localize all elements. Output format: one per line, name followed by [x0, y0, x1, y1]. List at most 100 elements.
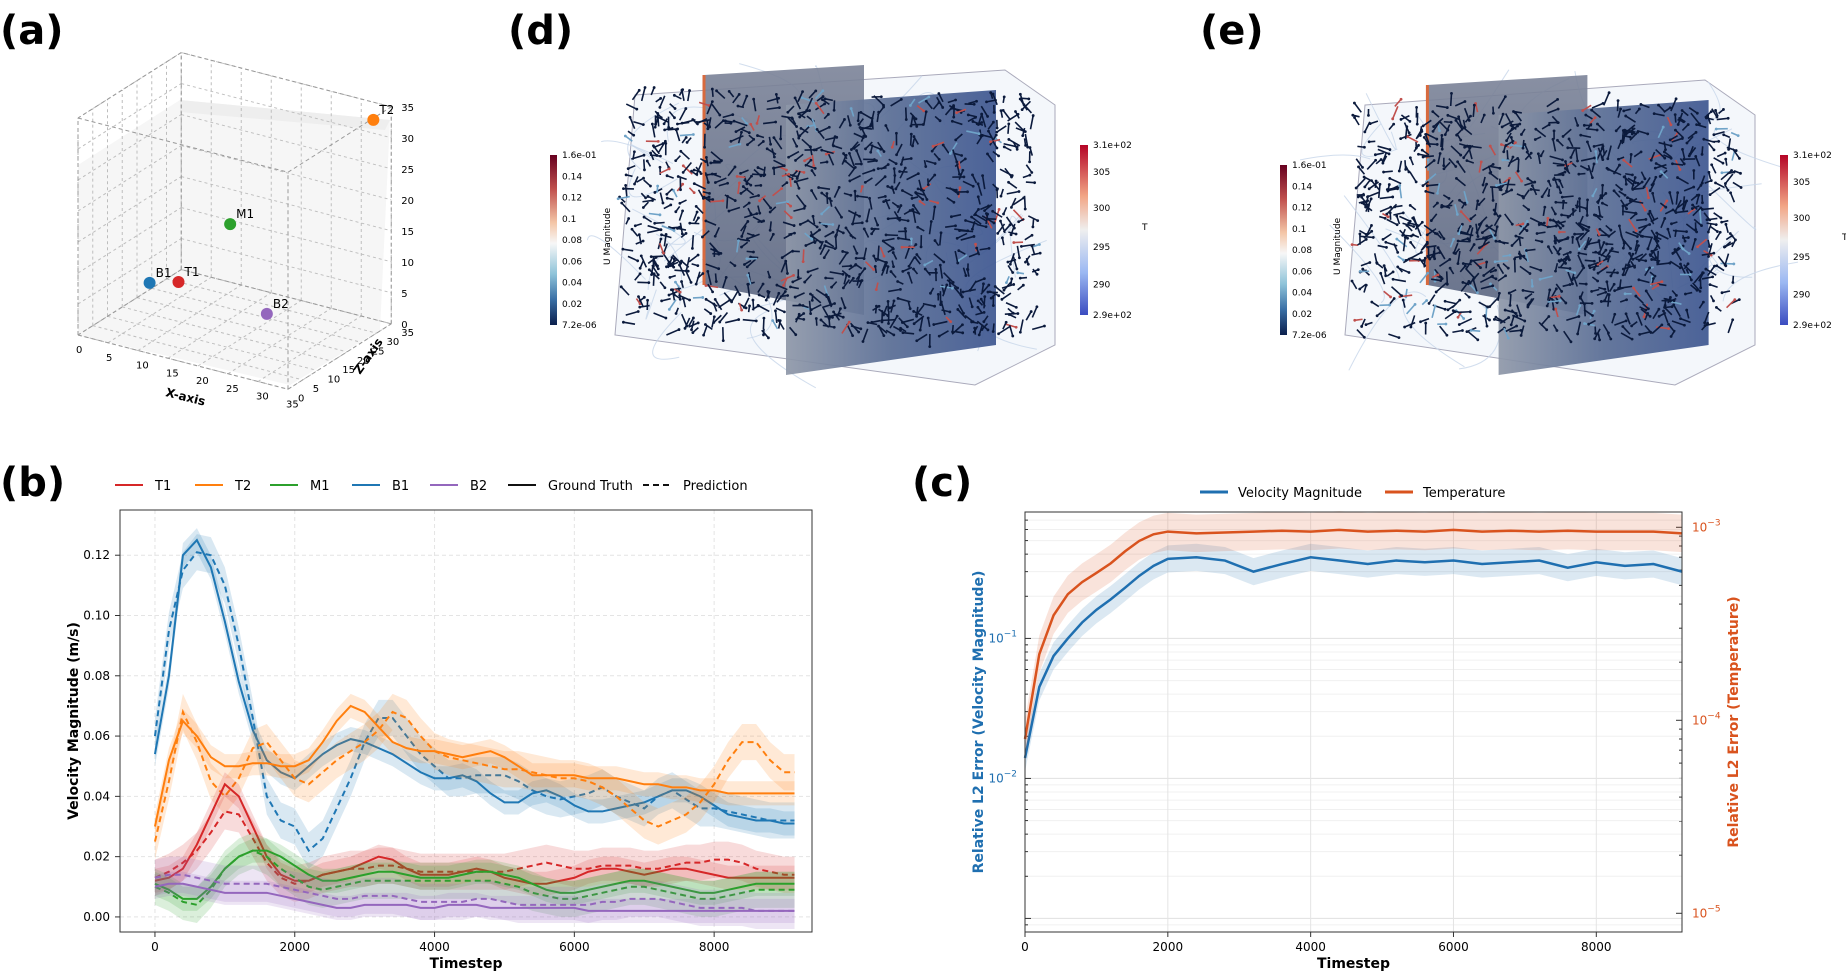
- vis-arrowhead: [620, 201, 624, 205]
- vis-arrow: [1518, 223, 1529, 236]
- vis-arrowhead: [1409, 325, 1413, 329]
- vis-arrowhead: [1358, 270, 1362, 273]
- vis-arrow: [853, 132, 864, 139]
- vis-arrow: [648, 269, 660, 280]
- vis-arrowhead: [830, 285, 833, 289]
- vis-arrowhead: [785, 168, 788, 172]
- vis-arrowhead: [1707, 170, 1711, 174]
- vis-arrowhead: [1674, 97, 1678, 101]
- vis-arrow: [1355, 158, 1364, 168]
- vis-arrowhead: [1367, 187, 1371, 191]
- vis-arrowhead: [915, 339, 919, 343]
- vis-arrowhead: [1385, 246, 1388, 249]
- vis-arrowhead: [1721, 161, 1725, 165]
- vis-arrowhead: [826, 112, 830, 116]
- vis-streamline: [645, 289, 657, 320]
- vis-arrow: [1671, 300, 1682, 305]
- vis-arrowhead: [1654, 175, 1658, 179]
- vis-arrow: [1629, 131, 1639, 141]
- vis-arrowhead: [936, 292, 940, 296]
- vis-arrowhead: [1002, 288, 1006, 292]
- vis-arrowhead: [929, 291, 932, 295]
- vis-arrow: [1688, 147, 1697, 157]
- vis-arrow: [795, 153, 804, 162]
- vis-arrowhead: [1637, 244, 1640, 248]
- vis-arrow: [1596, 291, 1606, 297]
- vis-arrowhead: [664, 316, 668, 320]
- vis-arrow: [1509, 294, 1512, 306]
- vis-arrowhead: [1658, 175, 1662, 178]
- vis-arrow: [1674, 199, 1682, 212]
- vis-arrowhead: [798, 222, 802, 226]
- vis-arrowhead: [831, 223, 835, 226]
- vis-arrow: [643, 179, 651, 187]
- vis-arrowhead: [756, 166, 760, 169]
- vis-arrowhead: [1592, 144, 1596, 148]
- vis-arrowhead: [906, 219, 910, 223]
- vis-arrowhead: [1592, 162, 1596, 166]
- vis-arrowhead: [886, 314, 890, 317]
- vis-arrow: [1478, 301, 1489, 308]
- vis-arrow: [1680, 246, 1690, 255]
- vis-arrowhead: [783, 310, 786, 314]
- vis-arrowhead: [949, 320, 953, 324]
- vis-arrow: [1633, 151, 1642, 158]
- vis-arrowhead: [1591, 314, 1594, 317]
- vis-arrowhead: [1634, 229, 1638, 233]
- vis-arrowhead: [1456, 262, 1460, 266]
- vis-arrow: [1414, 221, 1423, 230]
- vis-arrowhead: [1494, 239, 1498, 243]
- vis-arrowhead: [1593, 156, 1596, 160]
- vis-arrowhead: [1631, 252, 1635, 256]
- vis-arrowhead: [1436, 273, 1440, 277]
- vis-arrowhead: [1399, 137, 1403, 141]
- vis-arrowhead: [894, 162, 898, 165]
- vis-arrowhead: [1643, 208, 1647, 212]
- vis-arrowhead: [767, 336, 770, 340]
- vis-arrowhead: [987, 129, 990, 133]
- vis-arrowhead: [883, 175, 887, 179]
- vis-arrow: [1363, 230, 1373, 239]
- vis-arrowhead: [1540, 240, 1544, 244]
- vis-arrow: [1669, 192, 1674, 205]
- vis-arrow: [1568, 138, 1574, 148]
- vis-arrowhead: [820, 191, 824, 195]
- vis-arrowhead: [1706, 230, 1710, 234]
- vis-arrow: [1475, 223, 1479, 237]
- vis-arrow: [1373, 253, 1378, 263]
- chart-a-point-m1: [224, 218, 237, 231]
- vis-arrowhead: [1514, 111, 1517, 115]
- vis-arrowhead: [1479, 266, 1482, 270]
- vis-arrowhead: [637, 88, 641, 92]
- vis-arrowhead: [932, 323, 936, 326]
- vis-arrowhead: [712, 302, 716, 306]
- vis-colorbar-u-tick: 1.6e-01: [1292, 161, 1327, 171]
- vis-arrow: [1481, 183, 1488, 194]
- vis-arrow: [888, 216, 902, 220]
- vis-arrow: [1453, 242, 1459, 254]
- vis-arrowhead: [729, 139, 733, 143]
- vis-arrow: [659, 168, 670, 174]
- vis-arrowhead: [992, 221, 996, 225]
- vis-arrowhead: [1556, 121, 1560, 125]
- vis-arrow: [631, 154, 645, 160]
- vis-arrow: [1472, 259, 1482, 269]
- vis-arrow: [833, 187, 840, 198]
- vis-arrowhead: [1520, 133, 1523, 136]
- vis-arrowhead: [681, 182, 685, 186]
- vis-arrowhead: [754, 319, 758, 323]
- vis-arrowhead: [853, 189, 857, 193]
- vis-arrow: [622, 248, 634, 252]
- vis-arrowhead: [901, 270, 905, 273]
- vis-arrowhead: [782, 284, 785, 287]
- vis-arrowhead: [976, 251, 980, 255]
- chart-c-legend-label: Velocity Magnitude: [1238, 486, 1362, 501]
- vis-arrowhead: [972, 102, 976, 106]
- vis-colorbar-u-tick: 0.12: [562, 194, 582, 204]
- vis-arrow: [876, 106, 885, 116]
- vis-arrowhead: [1463, 264, 1467, 268]
- vis-arrow: [1505, 325, 1517, 333]
- chart-c: 0 2000 4000 6000 800010−110−210−310−410−5Tim…: [971, 486, 1742, 972]
- vis-arrowhead: [1581, 228, 1585, 231]
- vis-arrowhead: [668, 264, 672, 268]
